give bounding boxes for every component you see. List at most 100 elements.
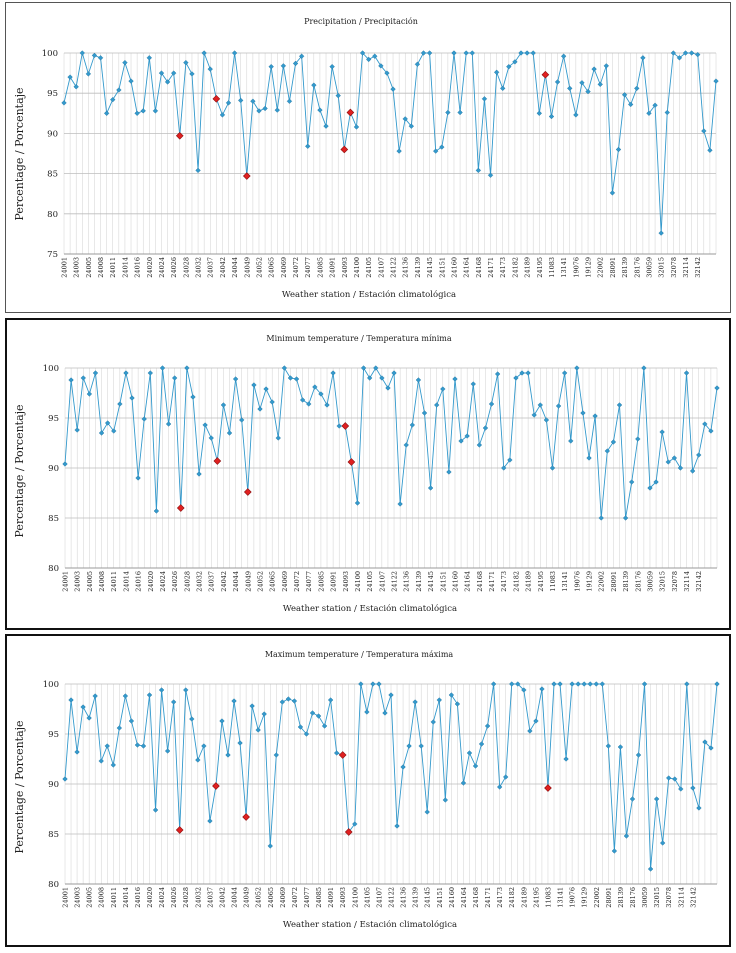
x-tick-label: 24024 <box>159 571 167 592</box>
highlighted-data-point <box>175 131 184 140</box>
data-point <box>164 79 171 85</box>
y-tick-label: 90 <box>47 129 58 139</box>
minimum-temperature-chart: Minimum temperature / Temperatura mínima… <box>13 334 720 614</box>
data-point <box>713 78 719 84</box>
x-tick-label: 24136 <box>400 887 408 908</box>
x-tick-label: 24182 <box>508 887 516 908</box>
data-point <box>493 69 500 75</box>
x-tick-label: 24065 <box>269 571 277 592</box>
x-tick-label: 24085 <box>317 571 325 592</box>
x-tick-label: 24189 <box>525 571 533 592</box>
data-point <box>527 728 533 734</box>
data-point <box>220 402 227 408</box>
data-point <box>567 85 573 92</box>
precipitation-chart: Precipitation / Precipitación 75 80 85 90 95… <box>13 17 719 300</box>
data-point <box>327 697 334 703</box>
data-point <box>364 709 370 715</box>
y-tick-label: 95 <box>47 89 58 99</box>
data-point <box>73 84 79 90</box>
data-point <box>249 703 255 709</box>
x-tick-label: 24189 <box>520 887 528 908</box>
x-tick-label: 32114 <box>682 257 690 278</box>
data-point <box>592 413 598 419</box>
data-point <box>688 50 695 56</box>
data-point <box>171 375 178 381</box>
data-point <box>394 823 400 829</box>
data-point <box>123 370 129 376</box>
y-tick-label: 85 <box>47 170 58 180</box>
data-point <box>91 52 98 59</box>
highlighted-data-point <box>212 95 221 103</box>
x-tick-label: 24065 <box>267 887 275 908</box>
data-point <box>488 401 495 407</box>
x-tick-label: 32142 <box>689 887 697 908</box>
data-point <box>110 762 116 768</box>
data-point <box>664 109 670 116</box>
x-tick-label: 13141 <box>557 887 565 908</box>
data-point <box>86 715 92 721</box>
data-point <box>670 50 677 56</box>
x-tick-label: 24037 <box>208 571 216 592</box>
data-point <box>165 421 172 427</box>
data-point <box>164 748 171 754</box>
x-tick-label: 28091 <box>609 257 617 278</box>
x-tick-label: 28139 <box>617 887 625 908</box>
x-tick-label: 24008 <box>98 887 106 908</box>
x-tick-label: 24136 <box>402 257 410 278</box>
x-tick-label: 24085 <box>315 887 323 908</box>
data-point <box>478 741 485 747</box>
x-tick-label: 24008 <box>98 571 106 592</box>
data-point <box>598 515 604 521</box>
highlighted-data-point <box>346 108 355 117</box>
y-tick-label: 80 <box>48 564 59 574</box>
data-point <box>560 53 567 59</box>
data-point <box>117 401 123 407</box>
maximum-temperature-chart-panel: Maximum temperature / Temperatura máxima… <box>5 634 731 947</box>
data-point <box>134 110 140 116</box>
data-point <box>263 386 269 392</box>
x-tick-label: 24005 <box>86 571 94 592</box>
x-tick-label: 24016 <box>134 887 142 908</box>
y-tick-label: 90 <box>48 780 59 790</box>
x-tick-label: 24026 <box>170 257 178 278</box>
data-point <box>359 50 366 56</box>
y-axis-label: Percentage / Porcentaje <box>13 87 26 220</box>
data-point <box>615 146 622 153</box>
data-point <box>159 365 166 371</box>
data-point <box>702 421 708 427</box>
data-point <box>420 50 427 56</box>
y-tick-label: 95 <box>48 730 59 740</box>
x-tick-label: 24037 <box>207 257 215 278</box>
x-tick-label: 24151 <box>439 571 447 592</box>
plot-area: 75 80 85 90 95 100 24001 24003 24005 24008 24011 24… <box>42 49 719 278</box>
x-tick-label: 24014 <box>122 887 130 908</box>
data-point <box>134 742 141 748</box>
data-point <box>536 110 542 116</box>
data-point <box>62 776 68 782</box>
x-tick-label: 24100 <box>354 571 362 592</box>
data-point <box>376 681 382 687</box>
data-point <box>525 370 531 376</box>
data-point <box>195 757 201 763</box>
data-point <box>267 843 273 849</box>
data-point <box>460 780 467 786</box>
x-tick-label: 24171 <box>487 257 495 278</box>
x-tick-label: 24107 <box>375 887 383 908</box>
x-tick-label: 32078 <box>665 887 673 908</box>
data-point <box>506 63 512 70</box>
data-point <box>292 60 299 67</box>
x-tick-label: 22002 <box>598 571 606 592</box>
x-tick-label: 24091 <box>329 257 337 278</box>
x-tick-label: 24052 <box>255 887 263 908</box>
data-point <box>634 85 640 92</box>
data-point <box>360 365 367 371</box>
data-point <box>446 469 452 475</box>
data-point <box>617 744 624 750</box>
data-point <box>603 63 610 69</box>
data-point <box>481 96 488 102</box>
data-point <box>379 375 385 381</box>
x-tick-label: 19129 <box>586 571 594 592</box>
data-point <box>573 112 579 118</box>
data-point <box>293 376 300 382</box>
data-point <box>305 143 311 149</box>
